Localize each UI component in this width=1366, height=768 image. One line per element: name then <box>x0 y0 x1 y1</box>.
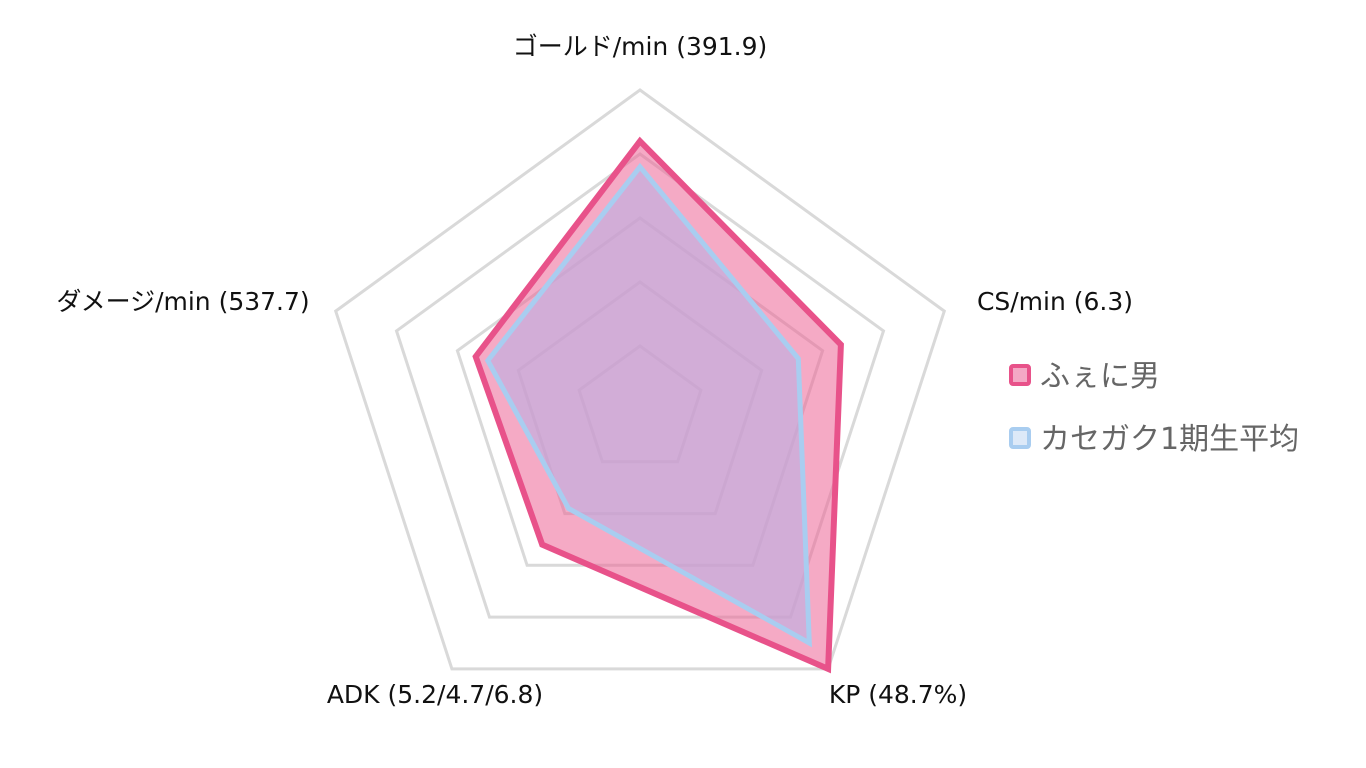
legend: ふぇに男 カセガク1期生平均 <box>1009 359 1299 457</box>
radar-series <box>472 136 844 674</box>
axis-label-cs: CS/min (6.3) <box>977 287 1133 316</box>
legend-item-2[interactable]: カセガク1期生平均 <box>1009 422 1299 457</box>
legend-label-1: ふぇに男 <box>1040 359 1160 394</box>
axis-label-damage: ダメージ/min (537.7) <box>56 287 309 316</box>
axis-label-kp: KP (48.7%) <box>829 680 967 709</box>
series-2-polygon <box>484 162 812 648</box>
legend-label-2: カセガク1期生平均 <box>1040 422 1299 457</box>
legend-swatch-2 <box>1009 427 1031 449</box>
legend-swatch-1 <box>1009 364 1031 386</box>
axis-label-gold: ゴールド/min (391.9) <box>513 32 768 61</box>
legend-item-1[interactable]: ふぇに男 <box>1009 359 1160 394</box>
axis-label-adk: ADK (5.2/4.7/6.8) <box>327 680 543 709</box>
grid-ring-5 <box>333 88 947 671</box>
grid-ring-4 <box>394 152 886 619</box>
